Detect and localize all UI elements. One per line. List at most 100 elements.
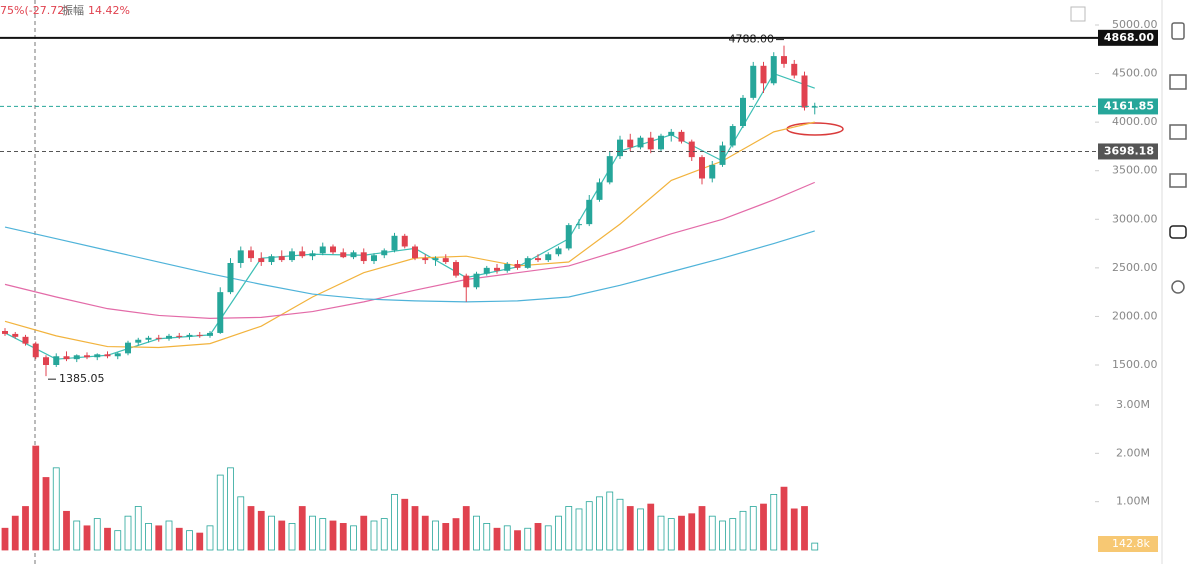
candle-body (63, 356, 70, 360)
volume-bar (298, 506, 306, 551)
volume-bar (698, 506, 706, 551)
volume-bar (462, 506, 470, 551)
volume-bar (421, 515, 429, 551)
candle-body (596, 182, 603, 200)
candle-body (43, 357, 49, 365)
y-tick-label: 1500.00 (1112, 358, 1158, 371)
volume-last-box (1098, 536, 1158, 552)
volume-bar (32, 445, 40, 551)
y-tick-label: 4000.00 (1112, 115, 1158, 128)
moving-average (4, 181, 815, 319)
candle-body (94, 354, 101, 358)
candle-body (678, 131, 685, 142)
candle-body (801, 75, 808, 108)
change: 75%(-27.72) (0, 4, 69, 17)
volume-bar (493, 527, 501, 551)
volume-bar (257, 510, 265, 551)
volume-bar (596, 496, 603, 551)
candle-body (176, 335, 183, 337)
volume-bar (380, 518, 388, 551)
volume-bar (247, 506, 255, 551)
volume-bar (288, 523, 296, 551)
moving-average (4, 226, 815, 303)
tool-icon[interactable] (1169, 225, 1187, 239)
volume-bar (73, 520, 81, 551)
volume-bar (770, 494, 778, 551)
volume-bar (790, 508, 798, 551)
volume-bar (637, 508, 644, 551)
tool-icon[interactable] (1169, 173, 1187, 188)
candle-body (237, 250, 244, 263)
candle-body (73, 355, 80, 360)
candle-body (770, 56, 777, 84)
candle-body (555, 248, 562, 255)
candle-body (330, 246, 336, 253)
candle-body (84, 355, 90, 358)
tool-icon[interactable] (1169, 74, 1187, 90)
candle-body (350, 252, 357, 258)
candle-body (729, 126, 736, 146)
volume-bar (278, 520, 286, 551)
tool-icon[interactable] (1171, 280, 1185, 294)
candle-body (186, 334, 193, 337)
volume-bar (565, 506, 573, 551)
candle-body (299, 251, 306, 257)
volume-bar (544, 525, 552, 551)
candle-body (760, 65, 767, 84)
candle-body (524, 258, 531, 268)
candle-body (114, 353, 121, 357)
candle-body (360, 252, 367, 262)
expand-icon[interactable] (1070, 6, 1086, 22)
candle-body (514, 263, 521, 268)
volume-bar (11, 515, 19, 551)
candle-body (227, 263, 234, 293)
volume-bar (22, 506, 29, 551)
volume-bar (739, 510, 747, 551)
y-tick-label: 3500.00 (1112, 164, 1158, 177)
candle-body (658, 135, 664, 150)
candle-body (412, 246, 418, 259)
candle-body (381, 250, 388, 256)
volume-bar (350, 525, 357, 551)
candle-body (319, 246, 326, 254)
candle-body (637, 137, 644, 148)
volume-bar (616, 498, 624, 551)
volume-bar (801, 506, 808, 551)
candle-body (125, 342, 131, 354)
candle-body (565, 225, 572, 249)
volume-bar (1, 527, 9, 551)
volume-bar (206, 525, 214, 551)
candle-body (104, 354, 111, 357)
candle-body (453, 262, 459, 276)
candle-body (207, 332, 213, 336)
candle-body (576, 224, 582, 226)
price-line-box (1098, 143, 1158, 160)
volume-bar (555, 515, 562, 551)
candle-body (586, 199, 593, 225)
candle-body (12, 333, 19, 337)
volume-bar (268, 515, 275, 551)
tool-icon[interactable] (1171, 22, 1185, 40)
candle-body (494, 267, 500, 271)
amplitude: 14.42% (88, 4, 130, 17)
candle-body (617, 139, 623, 157)
volume-bar (237, 496, 245, 551)
candle-body (750, 65, 757, 98)
candle-body (135, 339, 142, 343)
candle-body (668, 131, 675, 136)
tool-icon[interactable] (1169, 124, 1187, 140)
candle-body (53, 356, 60, 365)
volume-bar (145, 523, 152, 551)
candle-body (740, 97, 746, 127)
volume-bar (329, 520, 337, 551)
volume-bar (391, 494, 398, 551)
y-tick-label: 4500.00 (1112, 67, 1158, 80)
volume-bar (63, 510, 70, 551)
volume-bar (749, 506, 757, 551)
candle-body (688, 141, 695, 158)
candle-body (719, 145, 726, 165)
volume-bar (104, 527, 111, 551)
y-tick-label: 3000.00 (1112, 212, 1158, 225)
low-label: 1385.05 (59, 372, 105, 385)
